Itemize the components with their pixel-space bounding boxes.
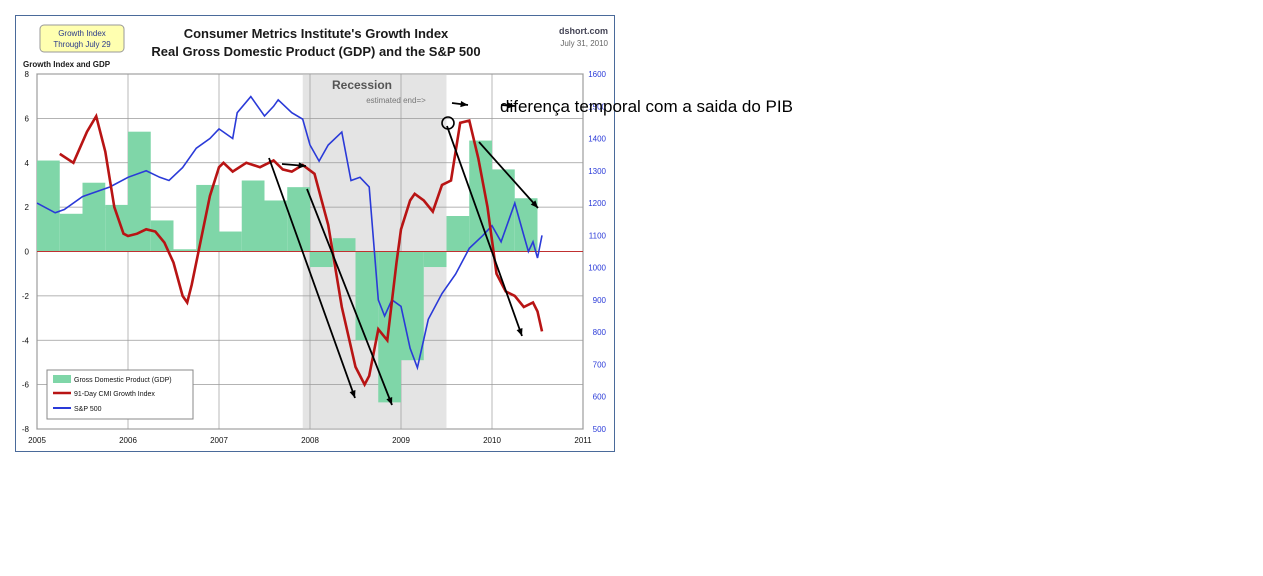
gdp-bar bbox=[173, 249, 197, 252]
arrow-sp500-drop bbox=[306, 188, 393, 406]
gdp-bar bbox=[287, 187, 310, 252]
arrow-cmi-drop bbox=[268, 157, 356, 399]
legend-box bbox=[46, 369, 194, 420]
gdp-bar bbox=[310, 251, 333, 268]
gdp-bar bbox=[59, 213, 83, 252]
x-tick-label: 2008 bbox=[301, 436, 319, 445]
y-right-tick-label: 1100 bbox=[589, 231, 607, 240]
source-label: dshort.com bbox=[559, 26, 608, 36]
arrow-cmi-2010 bbox=[446, 125, 523, 337]
gdp-bar bbox=[514, 198, 538, 252]
sp500-line bbox=[36, 95, 543, 371]
arrow-lag-2008-head bbox=[298, 162, 306, 169]
x-tick-label: 2009 bbox=[392, 436, 410, 445]
gdp-bar bbox=[423, 251, 447, 268]
y-left-tick-label: -6 bbox=[22, 381, 30, 390]
arrow-cmi-2010-head bbox=[516, 328, 523, 336]
date-label: July 31, 2010 bbox=[560, 39, 608, 48]
gdp-bar bbox=[37, 160, 60, 252]
y-left-tick-label: 6 bbox=[25, 114, 30, 123]
y-right-tick-label: 1500 bbox=[588, 102, 606, 111]
arrow-sp500-2010 bbox=[478, 141, 539, 209]
x-tick-label: 2006 bbox=[119, 436, 137, 445]
gdp-bar bbox=[105, 204, 128, 252]
legend-label-sp500: S&P 500 bbox=[74, 406, 102, 413]
legend: Gross Domestic Product (GDP) 91-Day CMI … bbox=[46, 369, 194, 420]
gdp-bar bbox=[241, 180, 265, 252]
arrow-sp500-drop-head bbox=[386, 397, 393, 405]
arrow-sp500-2010-head bbox=[530, 200, 538, 208]
peak-circle bbox=[441, 116, 455, 130]
chart-frame: 2005 2006 2007 2008 2009 2010 2011 8 6 4 2 0 -2 -4 -6 -… bbox=[15, 15, 615, 452]
arrow-cmi-drop-head bbox=[349, 390, 356, 398]
badge-line-2: Through July 29 bbox=[53, 40, 111, 49]
y-right-tick-label: 1000 bbox=[588, 264, 606, 273]
left-axis-label: Growth Index and GDP bbox=[23, 60, 111, 69]
y-right-tick-label: 1400 bbox=[588, 135, 606, 144]
arrow-to-annotation-head bbox=[507, 102, 515, 109]
y-left-tick-label: 2 bbox=[25, 203, 30, 212]
badge-line-1: Growth Index bbox=[58, 29, 106, 38]
y-left-tick-label: -4 bbox=[22, 336, 30, 345]
gdp-bar bbox=[82, 182, 106, 252]
arrow-estimated-end-head bbox=[460, 100, 468, 108]
gdp-bar bbox=[492, 169, 515, 252]
gdp-bar bbox=[128, 131, 151, 252]
y-right-tick-label: 1300 bbox=[588, 167, 606, 176]
y-right-tick-label: 500 bbox=[593, 425, 607, 434]
gdp-bar bbox=[332, 238, 356, 252]
legend-label-cmi: 91-Day CMI Growth Index bbox=[74, 391, 155, 398]
x-tick-label: 2007 bbox=[210, 436, 228, 445]
y-right-tick-label: 800 bbox=[593, 328, 607, 337]
chart-title: Consumer Metrics Institute's Growth Inde… bbox=[184, 26, 449, 41]
y-left-tick-label: -8 bbox=[22, 425, 30, 434]
recession-label: Recession bbox=[332, 78, 392, 92]
chart-subtitle: Real Gross Domestic Product (GDP) and th… bbox=[151, 44, 480, 59]
y-right-tick-label: 700 bbox=[593, 360, 607, 369]
x-tick-label: 2011 bbox=[574, 436, 592, 445]
x-tick-label: 2010 bbox=[483, 436, 501, 445]
cmi-growth-line bbox=[59, 112, 544, 388]
gdp-bar bbox=[469, 140, 492, 252]
gdp-bar bbox=[150, 220, 174, 252]
gdp-bar bbox=[264, 200, 288, 252]
y-right-tick-label: 900 bbox=[593, 296, 607, 305]
y-right-tick-label: 1200 bbox=[588, 199, 606, 208]
y-left-tick-label: 4 bbox=[25, 159, 30, 168]
gdp-bar bbox=[446, 216, 470, 252]
y-left-tick-label: 8 bbox=[25, 70, 30, 79]
estimated-end-label: estimated end=> bbox=[366, 96, 426, 105]
y-right-tick-label: 1600 bbox=[588, 70, 606, 79]
y-right-tick-label: 600 bbox=[593, 393, 607, 402]
growth-index-badge bbox=[39, 24, 125, 53]
legend-swatch-gdp bbox=[53, 375, 71, 383]
y-left-tick-label: -2 bbox=[22, 292, 30, 301]
x-tick-label: 2005 bbox=[28, 436, 46, 445]
gdp-bar bbox=[355, 251, 379, 341]
gdp-bar bbox=[219, 231, 242, 252]
legend-label-gdp: Gross Domestic Product (GDP) bbox=[74, 377, 172, 384]
gdp-bar bbox=[401, 251, 424, 361]
y-left-tick-label: 0 bbox=[25, 248, 30, 257]
chart-svg: 2005 2006 2007 2008 2009 2010 2011 8 6 4 2 0 -2 -4 -6 -… bbox=[22, 24, 609, 445]
annotation-text: diferença temporal com a saida do PIB bbox=[500, 97, 793, 116]
